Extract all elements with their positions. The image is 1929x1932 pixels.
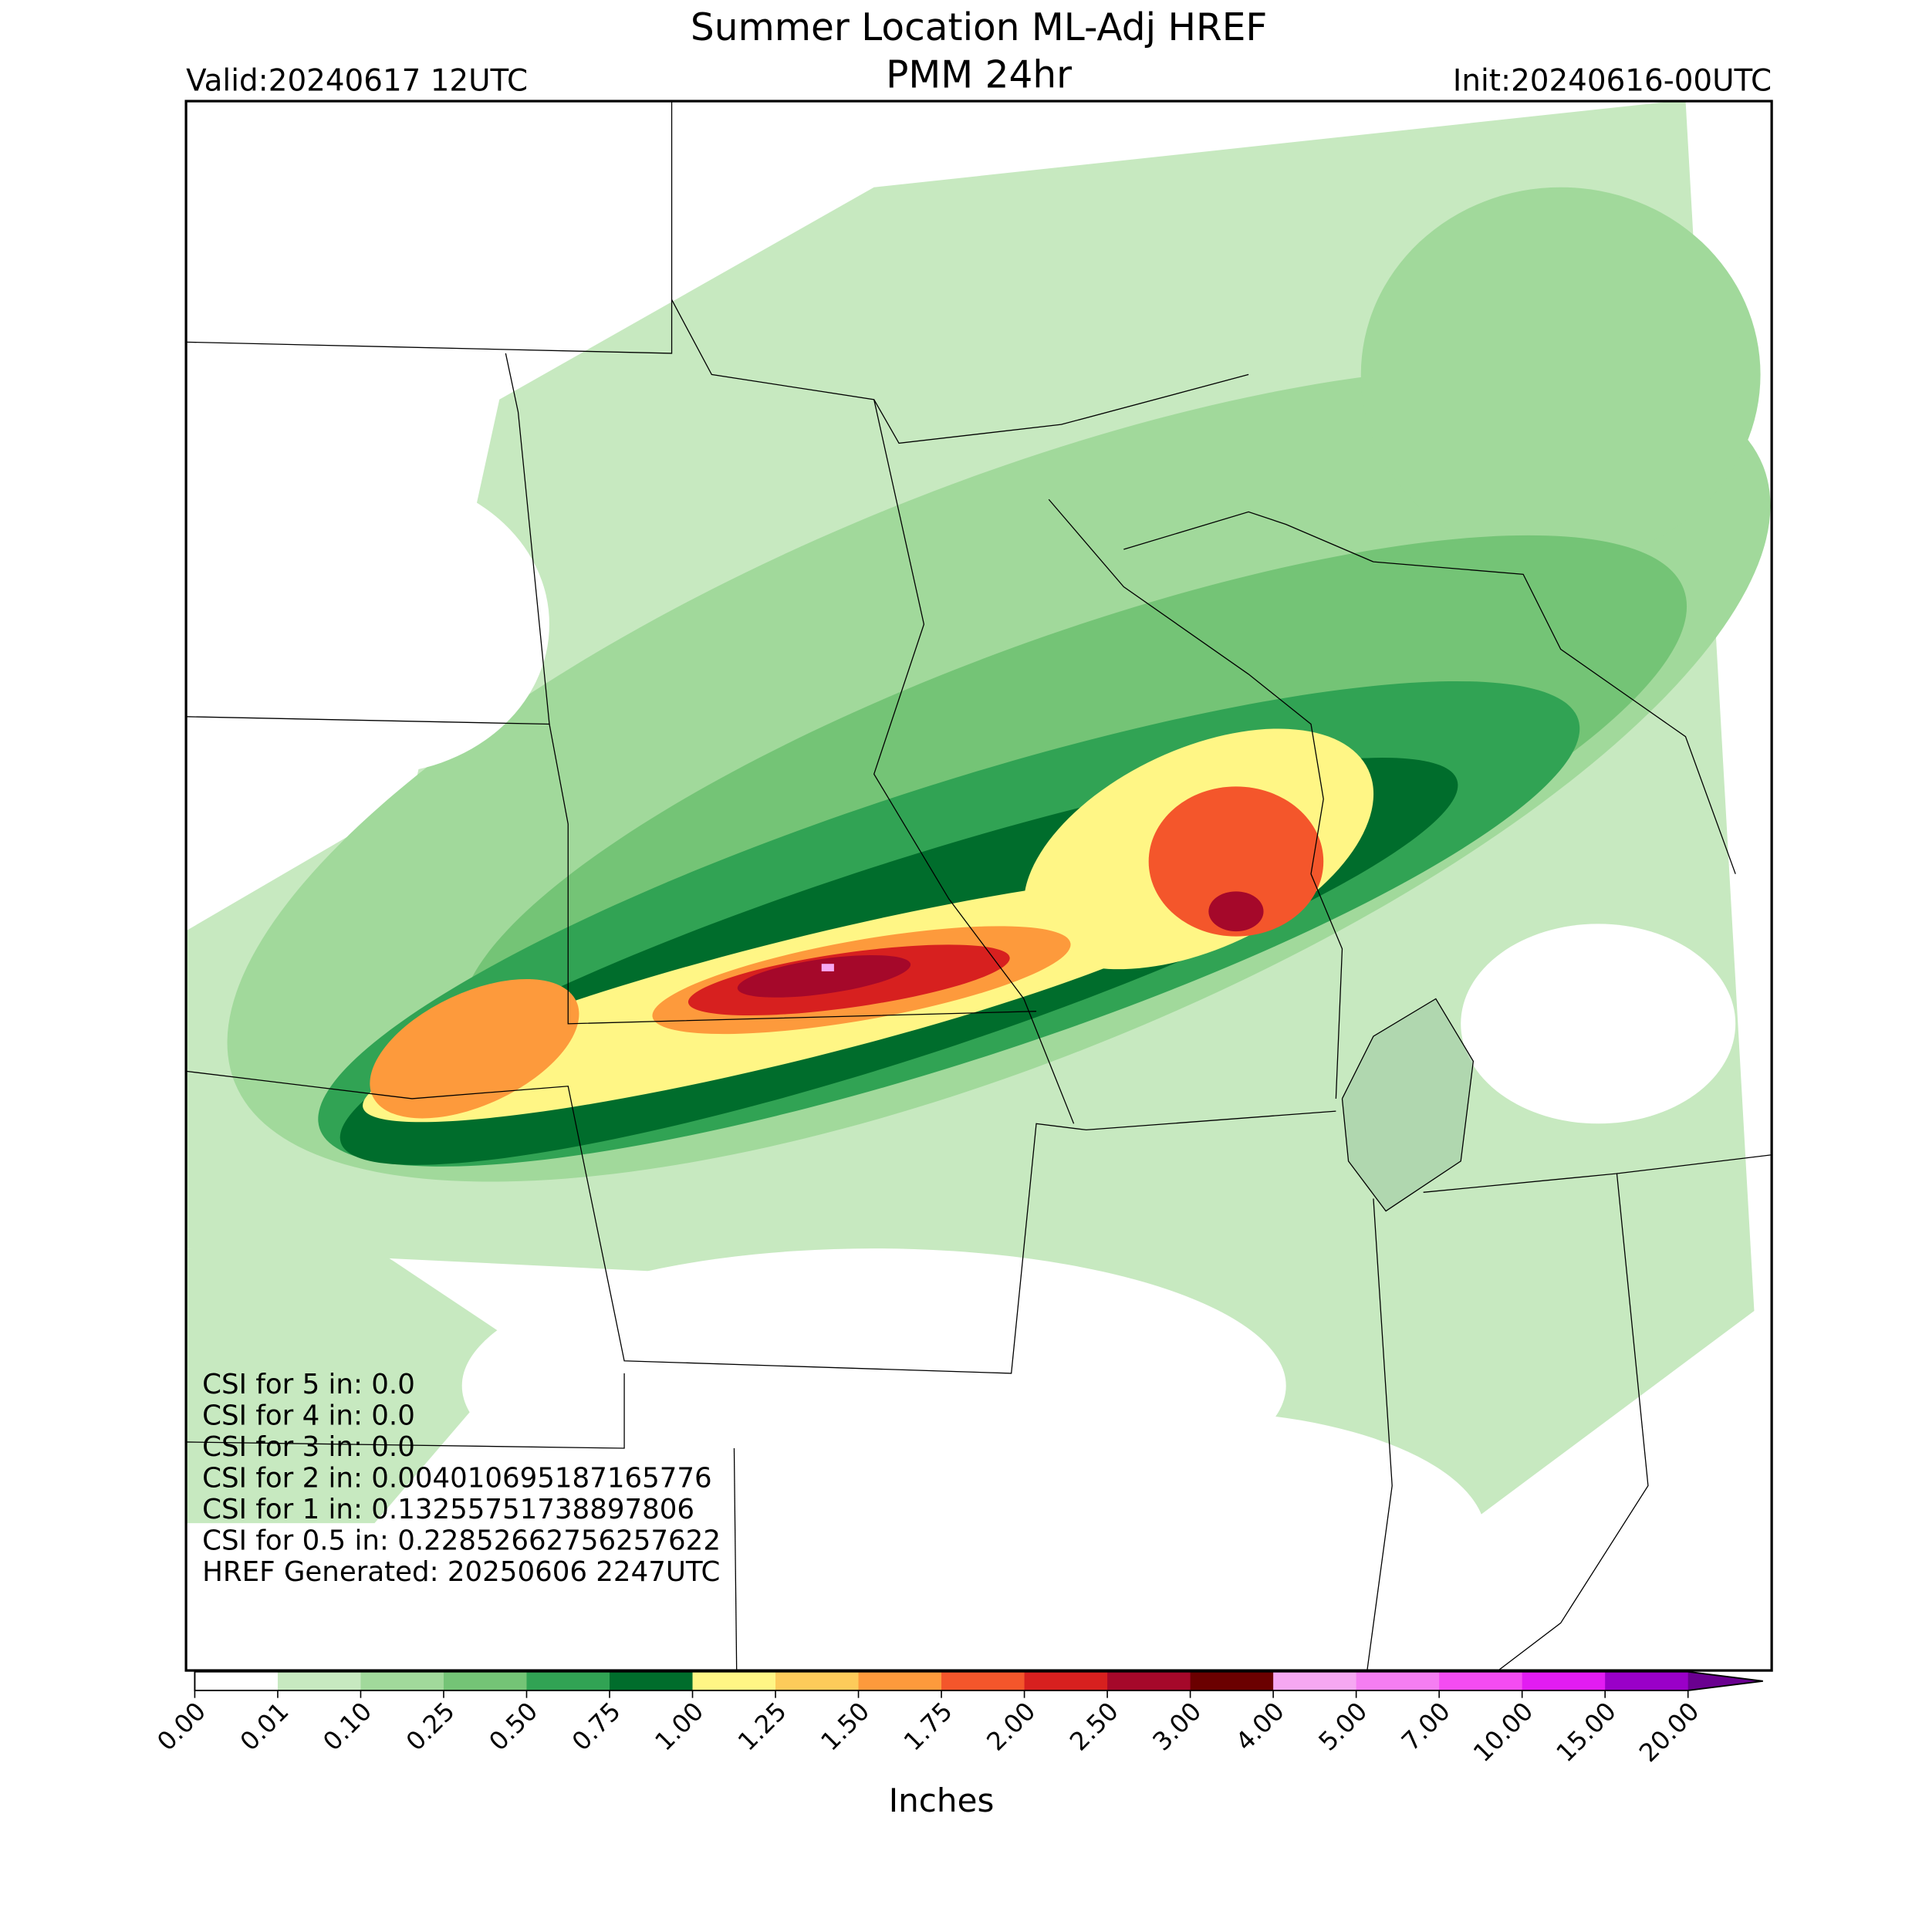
- colorbar-tick-label: 0.01: [235, 1697, 295, 1757]
- csi-note: HREF Generated: 20250606 2247UTC: [202, 1556, 720, 1588]
- colorbar: 0.00 0.01 0.10 0.25 0.50 0.75 1.00 1.25 1.50 1.75…: [151, 1670, 1763, 1768]
- colorbar-segment: [277, 1671, 361, 1690]
- colorbar-label: Inches: [889, 1782, 995, 1819]
- valid-time: Valid:20240617 12UTC: [186, 63, 528, 98]
- precip-area: [187, 1248, 525, 1524]
- colorbar-tick-label: 7.00: [1396, 1697, 1456, 1757]
- colorbar-segment: [194, 1671, 279, 1690]
- colorbar-tick-label: 1.75: [898, 1697, 958, 1757]
- precip-area: [737, 954, 911, 998]
- colorbar-segment: [443, 1671, 527, 1690]
- colorbar-tick-label: 2.00: [981, 1697, 1041, 1757]
- dry-area: [1461, 924, 1736, 1124]
- colorbar-segment: [360, 1671, 444, 1690]
- precip-area: [821, 964, 834, 971]
- boundaries: [186, 101, 1772, 1671]
- colorbar-tick-label: 3.00: [1147, 1697, 1208, 1757]
- csi-note: CSI for 4 in: 0.0: [202, 1400, 415, 1432]
- csi-note: CSI for 3 in: 0.0: [202, 1431, 415, 1463]
- precip-map: [186, 101, 1772, 1671]
- colorbar-tick-label: 1.25: [732, 1697, 792, 1757]
- precip-area: [1148, 786, 1324, 937]
- dry-area: [199, 474, 549, 775]
- subtitle: PMM 24hr: [886, 53, 1072, 96]
- colorbar-tick-label: 15.00: [1551, 1697, 1622, 1768]
- colorbar-segment: [941, 1671, 1025, 1690]
- colorbar-segment: [1024, 1671, 1108, 1690]
- csi-note: CSI for 5 in: 0.0: [202, 1369, 415, 1400]
- precip-area: [370, 978, 579, 1119]
- colorbar-segment: [1439, 1671, 1523, 1690]
- csi-note: CSI for 2 in: 0.004010695187165776: [202, 1462, 712, 1494]
- dry-area: [886, 1410, 1486, 1661]
- colorbar-segment: [692, 1671, 776, 1690]
- csi-note: CSI for 0.5 in: 0.22852662756257622: [202, 1525, 721, 1556]
- colorbar-segment: [858, 1671, 942, 1690]
- lake-michigan: [1342, 998, 1474, 1211]
- colorbar-tick-label: 0.00: [151, 1697, 211, 1757]
- title: Summer Location ML-Adj HREF: [691, 6, 1267, 49]
- colorbar-segment: [1522, 1671, 1606, 1690]
- colorbar-tick-label: 0.50: [483, 1697, 543, 1757]
- colorbar-tick-label: 4.00: [1230, 1697, 1290, 1757]
- colorbar-tick-label: 1.50: [815, 1697, 875, 1757]
- colorbar-tick-label: 20.00: [1633, 1697, 1704, 1768]
- colorbar-segment: [1107, 1671, 1191, 1690]
- precip-area: [1360, 187, 1761, 562]
- init-time: Init:20240616-00UTC: [1453, 63, 1772, 98]
- colorbar-segment: [526, 1671, 610, 1690]
- map-frame: [184, 100, 1773, 1672]
- colorbar-outline: [194, 1670, 1763, 1691]
- colorbar-tick-label: 0.25: [400, 1697, 461, 1757]
- csi-note: CSI for 1 in: 0.13255751738897806: [202, 1494, 694, 1525]
- colorbar-segment: [1605, 1671, 1689, 1690]
- colorbar-tick-label: 2.50: [1064, 1697, 1124, 1757]
- colorbar-segment: [610, 1671, 694, 1690]
- colorbar-tick-label: 5.00: [1313, 1697, 1373, 1757]
- colorbar-segment: [1356, 1671, 1440, 1690]
- colorbar-tick-label: 1.00: [649, 1697, 709, 1757]
- colorbar-segment: [1273, 1671, 1357, 1690]
- colorbar-tick-label: 0.10: [317, 1697, 377, 1757]
- colorbar-segment: [775, 1671, 860, 1690]
- colorbar-tick-label: 0.75: [566, 1697, 627, 1757]
- precip-area: [1208, 891, 1264, 932]
- colorbar-tick-label: 10.00: [1468, 1697, 1539, 1768]
- colorbar-segment: [1190, 1671, 1274, 1690]
- colorbar-extend: [1687, 1671, 1763, 1690]
